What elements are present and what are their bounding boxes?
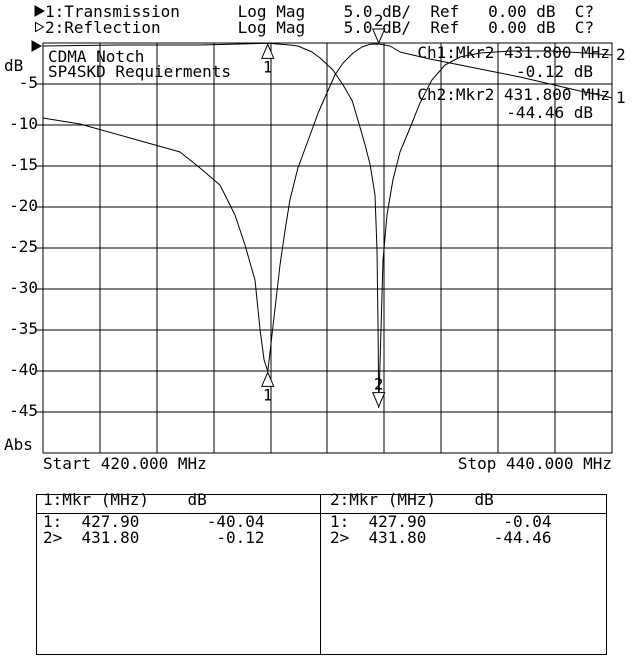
plot-title-line2: SP4SKD Requierments [48,62,232,81]
readout-ch2-marker: Ch2:Mkr2 431.800 MHz [417,85,610,104]
marker-table-divider [320,495,321,654]
x-axis-stop-label: Stop 440.000 MHz [457,454,612,473]
marker-1-label: 1 [263,385,273,404]
marker-table-left-header: 1:Mkr (MHz) dB [43,490,207,509]
marker-table-row: 2> 431.80 -0.12 [43,528,265,547]
marker-table-right-header: 2:Mkr (MHz) dB [330,490,494,509]
marker-table-header-rule [37,513,606,514]
ch1-active-arrow-icon [34,5,46,17]
trace-2-edge-label: 2 [616,45,626,64]
ch2-inactive-arrow-icon [35,21,45,33]
trace-1-edge-label: 1 [616,88,626,107]
y-axis-abs-label: Abs [4,435,33,454]
marker-table-row: 2> 431.80 -44.46 [330,528,552,547]
header-line-ch1: 1:Transmission Log Mag 5.0 dB/ Ref 0.00 … [45,2,595,21]
marker-table-row: 1: 427.90 -0.04 [330,512,552,531]
marker-table-row: 1: 427.90 -40.04 [43,512,265,531]
y-tick-label: -40 [9,360,38,379]
marker-2-label: 2 [374,375,384,394]
y-axis-unit-label: dB [4,56,24,75]
reference-level-arrow-icon [31,40,43,52]
y-tick-label: -20 [9,196,38,215]
marker-table [36,494,607,655]
readout-ch2-value: -44.46 dB [506,103,593,122]
y-tick-label: -30 [9,278,38,297]
trace-number-edge-labels: 21 [616,45,626,107]
header-line-ch2: 2:Reflection Log Mag 5.0 dB/ Ref 0.00 dB… [45,18,595,37]
x-axis-start-label: Start 420.000 MHz [43,454,207,473]
marker-1-triangle-icon [260,371,275,387]
y-tick-label: -35 [9,319,38,338]
y-tick-label: -45 [9,401,38,420]
y-tick-label: -15 [9,155,38,174]
marker-1-label: 1 [263,57,273,76]
y-tick-label: -5 [18,73,38,92]
readout-ch1-marker: Ch1:Mkr2 431.800 MHz [417,43,610,62]
marker-1-triangle-icon [260,43,275,59]
y-tick-label: -10 [9,114,38,133]
readout-ch1-value: -0.12 dB [515,62,593,81]
y-tick-label: -25 [9,237,38,256]
marker-2-triangle-icon [371,392,386,408]
